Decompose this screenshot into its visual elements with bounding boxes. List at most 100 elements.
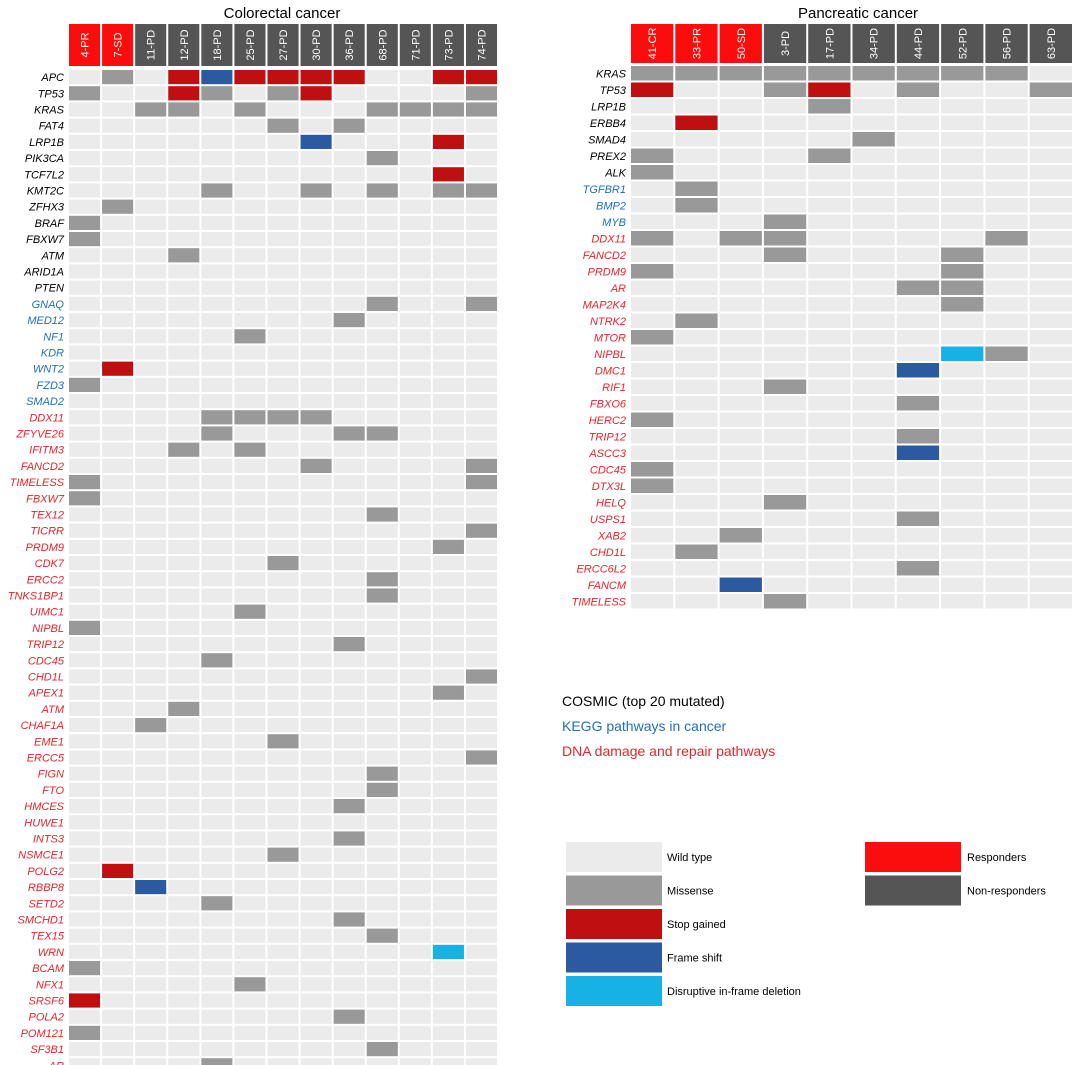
wild-type-cell <box>102 556 134 571</box>
wild-type-cell <box>631 363 674 378</box>
wild-type-cell <box>333 458 365 473</box>
mutation-cell <box>719 528 762 543</box>
wild-type-cell <box>1029 577 1072 592</box>
mutation-cell <box>333 831 365 846</box>
wild-type-cell <box>168 572 200 587</box>
mutation-cell <box>333 313 365 328</box>
wild-type-cell <box>333 280 365 295</box>
wild-type-cell <box>300 102 332 117</box>
wild-type-cell <box>808 363 851 378</box>
gene-label: CHD1L <box>28 672 64 684</box>
legend-label: Disruptive in-frame deletion <box>667 986 801 998</box>
wild-type-cell <box>135 313 167 328</box>
wild-type-cell <box>432 928 464 943</box>
wild-type-cell <box>432 572 464 587</box>
wild-type-cell <box>465 1058 498 1065</box>
wild-type-cell <box>234 588 266 603</box>
wild-type-cell <box>168 912 200 927</box>
wild-type-cell <box>465 815 498 830</box>
mutation-cell <box>135 102 167 117</box>
wild-type-cell <box>465 377 498 392</box>
wild-type-cell <box>763 330 807 345</box>
gene-label: USPS1 <box>590 514 626 526</box>
wild-type-cell <box>465 572 498 587</box>
wild-type-cell <box>985 280 1028 295</box>
wild-type-cell <box>985 132 1028 147</box>
wild-type-cell <box>102 118 134 133</box>
wild-type-cell <box>234 896 266 911</box>
wild-type-cell <box>763 561 807 576</box>
column-header-cell <box>1029 24 1072 63</box>
wild-type-cell <box>465 232 498 247</box>
gene-label: NIPBL <box>594 349 626 361</box>
wild-type-cell <box>366 863 398 878</box>
gene-label: BRAF <box>35 218 66 230</box>
mutation-cell <box>267 86 299 101</box>
wild-type-cell <box>432 896 464 911</box>
mutation-cell <box>69 993 101 1008</box>
wild-type-cell <box>135 183 167 198</box>
wild-type-cell <box>135 896 167 911</box>
wild-type-cell <box>675 264 718 279</box>
wild-type-cell <box>102 86 134 101</box>
wild-type-cell <box>808 511 851 526</box>
wild-type-cell <box>234 232 266 247</box>
wild-type-cell <box>896 198 940 213</box>
wild-type-cell <box>267 912 299 927</box>
wild-type-cell <box>69 248 101 263</box>
wild-type-cell <box>852 478 895 493</box>
wild-type-cell <box>985 379 1028 394</box>
wild-type-cell <box>465 410 498 425</box>
wild-type-cell <box>168 507 200 522</box>
wild-type-cell <box>168 669 200 684</box>
wild-type-cell <box>631 511 674 526</box>
wild-type-cell <box>267 1025 299 1040</box>
wild-type-cell <box>102 102 134 117</box>
wild-type-cell <box>168 151 200 166</box>
wild-type-cell <box>300 669 332 684</box>
wild-type-cell <box>201 313 233 328</box>
wild-type-cell <box>465 896 498 911</box>
gene-label: EME1 <box>34 736 64 748</box>
wild-type-cell <box>69 847 101 862</box>
wild-type-cell <box>941 561 984 576</box>
wild-type-cell <box>763 429 807 444</box>
wild-type-cell <box>168 993 200 1008</box>
wild-type-cell <box>168 604 200 619</box>
wild-type-cell <box>300 1058 332 1065</box>
wild-type-cell <box>465 491 498 506</box>
wild-type-cell <box>985 363 1028 378</box>
wild-type-cell <box>267 507 299 522</box>
wild-type-cell <box>168 264 200 279</box>
mutation-cell <box>300 410 332 425</box>
gene-label: HUWE1 <box>24 817 64 829</box>
wild-type-cell <box>168 750 200 765</box>
wild-type-cell <box>366 831 398 846</box>
wild-type-cell <box>399 458 431 473</box>
wild-type-cell <box>852 511 895 526</box>
wild-type-cell <box>201 556 233 571</box>
gene-label: INTS3 <box>33 834 65 846</box>
wild-type-cell <box>432 442 464 457</box>
wild-type-cell <box>719 264 762 279</box>
wild-type-cell <box>333 410 365 425</box>
mutation-cell <box>366 507 398 522</box>
wild-type-cell <box>675 445 718 460</box>
wild-type-cell <box>852 363 895 378</box>
legend-label: Missense <box>667 886 713 898</box>
gene-label: CDC45 <box>28 655 65 667</box>
gene-label: CHD1L <box>590 547 626 559</box>
wild-type-cell <box>896 330 940 345</box>
wild-type-cell <box>1029 99 1072 114</box>
mutation-cell <box>366 183 398 198</box>
wild-type-cell <box>201 377 233 392</box>
wild-type-cell <box>168 782 200 797</box>
column-header-cell <box>631 24 674 63</box>
wild-type-cell <box>432 637 464 652</box>
wild-type-cell <box>985 462 1028 477</box>
wild-type-cell <box>234 134 266 149</box>
mutation-cell <box>465 458 498 473</box>
wild-type-cell <box>399 345 431 360</box>
wild-type-cell <box>267 151 299 166</box>
wild-type-cell <box>168 539 200 554</box>
